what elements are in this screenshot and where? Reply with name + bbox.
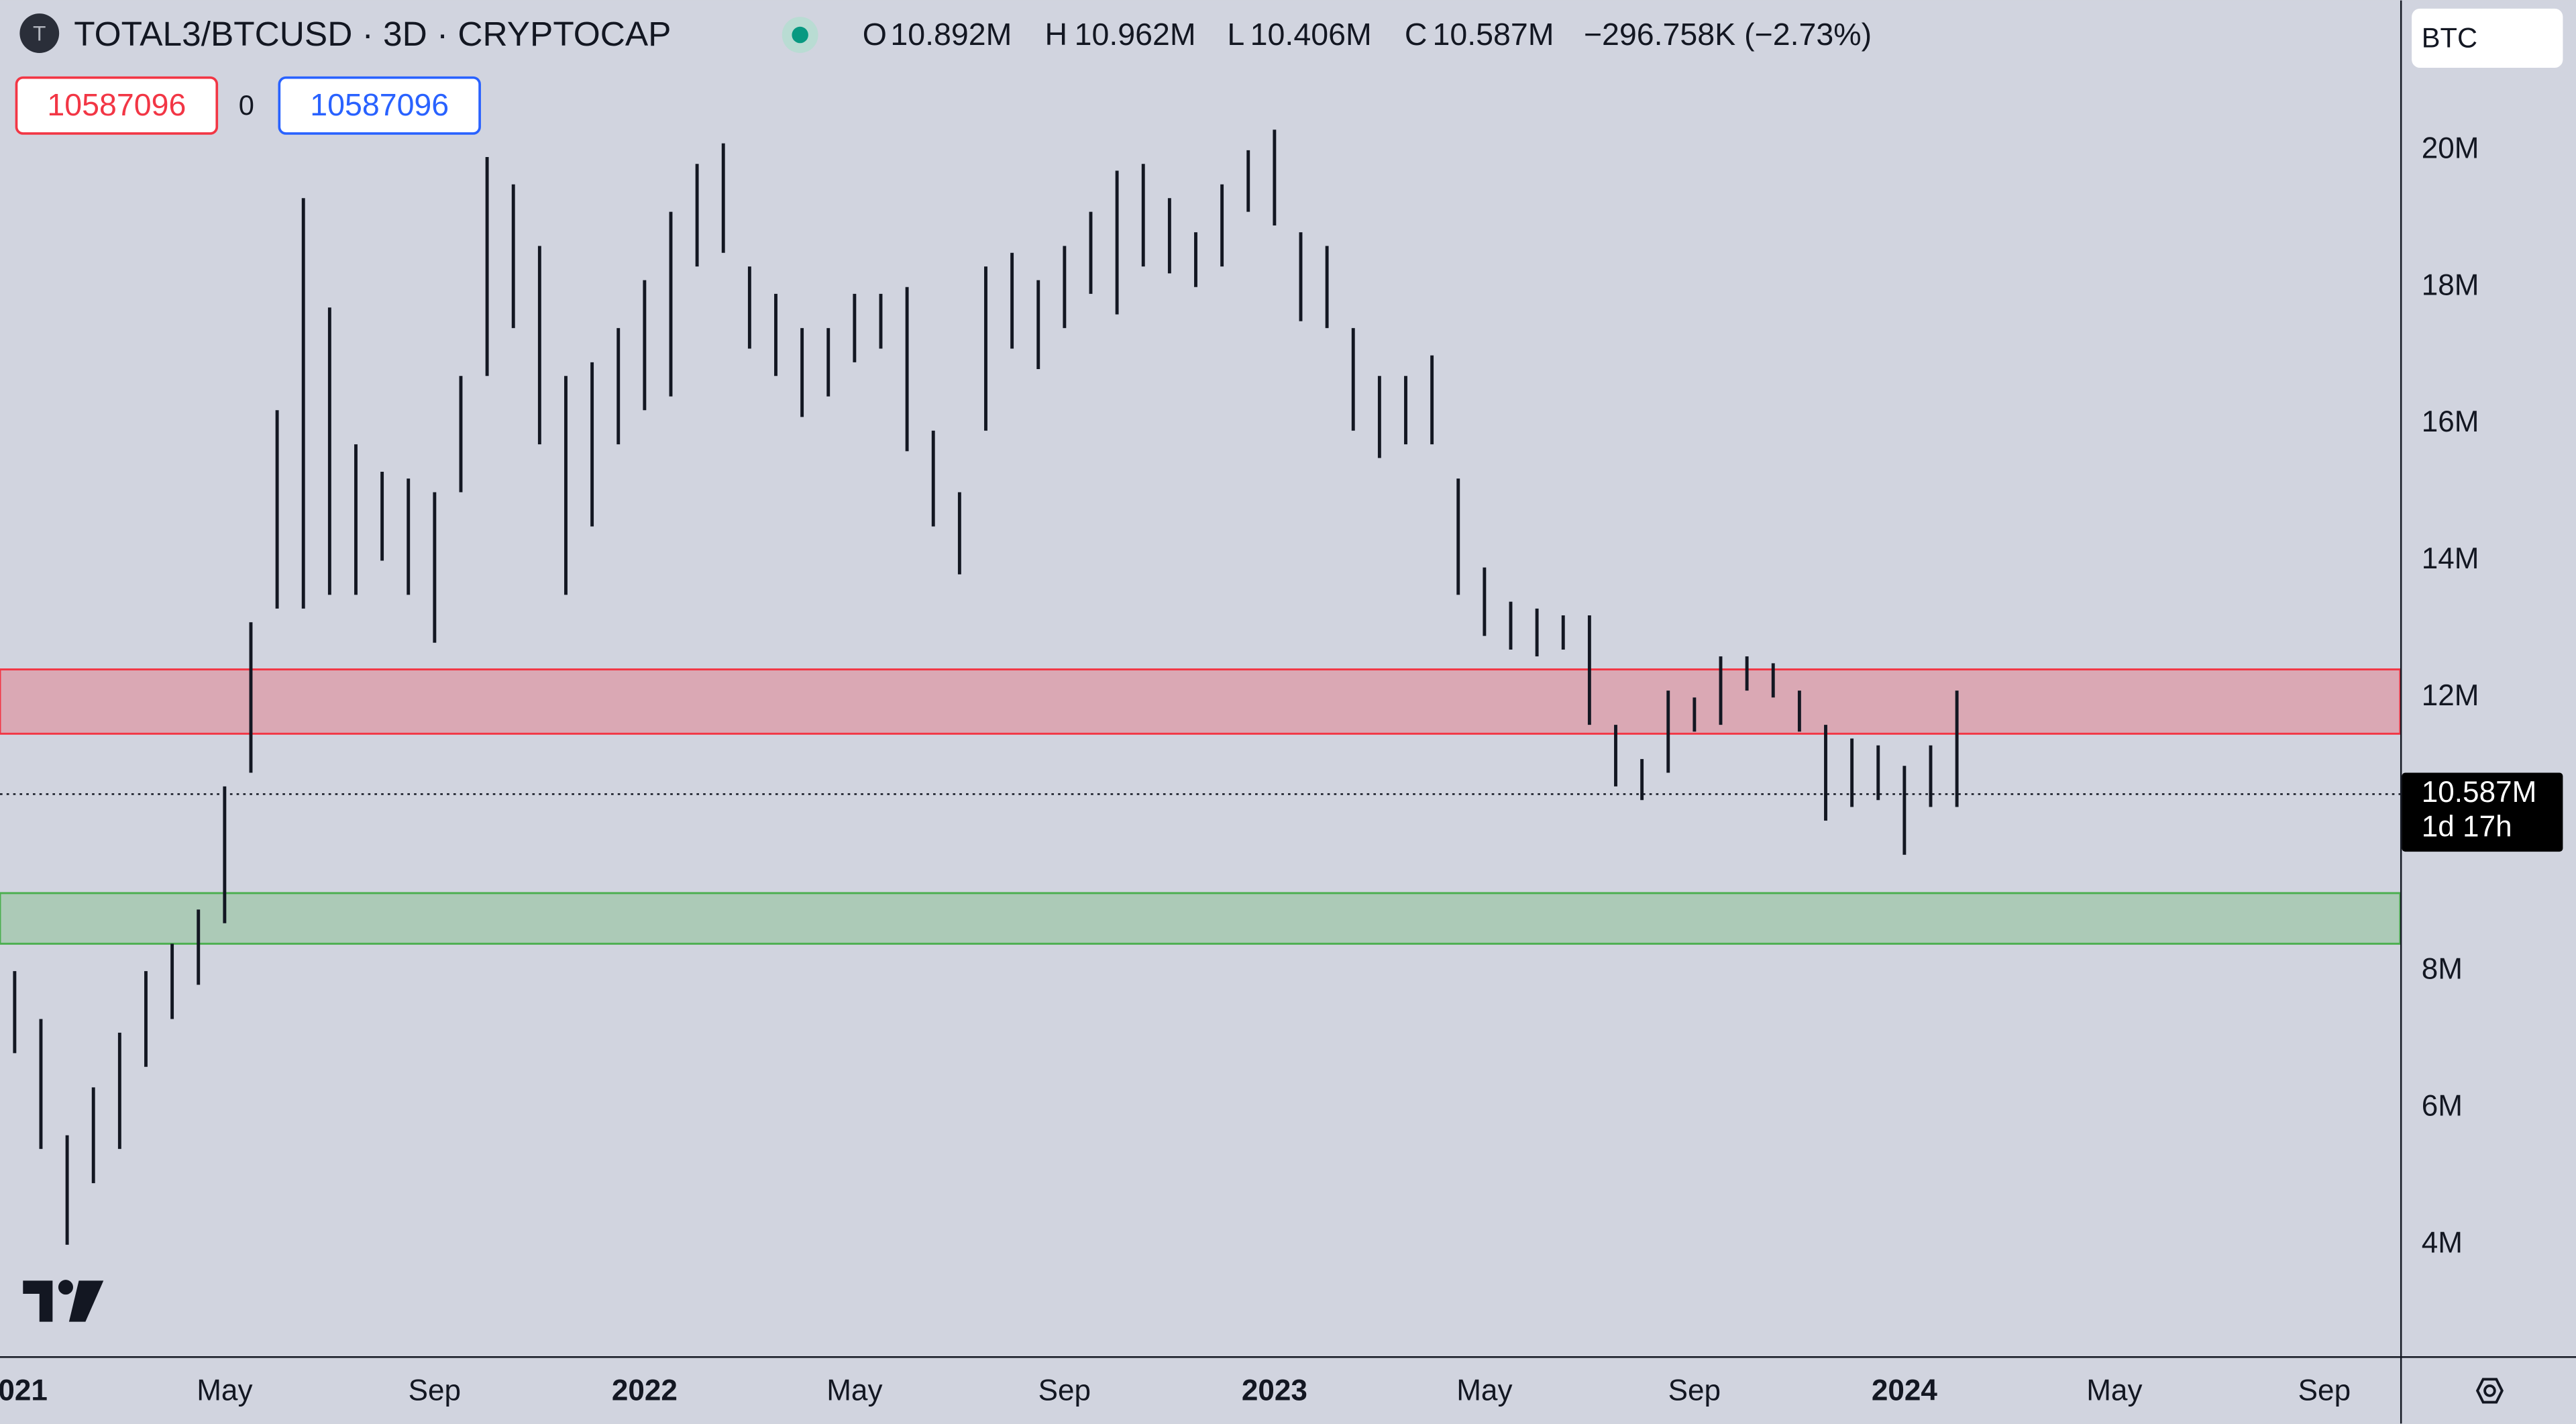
spread: 0 [239,89,254,121]
ohlc-value: 10.406M [1250,17,1372,52]
x-tick-label: Sep [1038,1374,1091,1407]
settings-button[interactable] [2475,1378,2504,1404]
y-tick-label: 18M [2422,268,2479,301]
symbol-title[interactable]: TOTAL3/BTCUSD · 3D · CRYPTOCAP [74,14,671,53]
symbol-logo-letter: T [33,21,46,45]
y-tick-label: 20M [2422,132,2479,164]
zone [0,892,2402,945]
y-tick-label: 6M [2422,1090,2463,1123]
x-tick-label: May [826,1374,882,1407]
settings-dot [2483,1384,2496,1397]
zone [0,668,2402,735]
ohlc-label: C [1405,17,1428,52]
change: −296.758K (−2.73%) [1584,17,1872,52]
last-price-tag [2402,772,2563,852]
logo-part [68,1280,104,1322]
logo[interactable] [23,1280,104,1322]
sell-button[interactable] [15,76,219,135]
ohlc-label: O [863,17,887,52]
buy-price: 10587096 [310,87,449,122]
plot-area [0,130,2402,1245]
currency: BTC [2422,21,2477,53]
ohlc-label: H [1045,17,1068,52]
x-tick-label: May [2086,1374,2142,1407]
market-status-dot [792,26,808,44]
x-tick-label: 2021 [0,1374,48,1407]
x-tick-label: Sep [409,1374,461,1407]
y-tick-label: 8M [2422,953,2463,986]
x-tick-label: Sep [2298,1374,2351,1407]
logo-part [58,1280,73,1295]
y-tick-label: 16M [2422,405,2479,438]
y-tick-label: 12M [2422,679,2479,712]
bar-countdown: 1d 17h [2422,810,2512,843]
currency-button[interactable] [2412,8,2563,68]
ohlc-value: 10.587M [1433,17,1554,52]
x-tick-label: 2022 [612,1374,678,1407]
x-tick-label: 2024 [1872,1374,1938,1407]
x-tick-label: May [1456,1374,1512,1407]
settings-hex [2475,1378,2504,1404]
buy-button[interactable] [278,76,481,135]
x-tick-label: 2023 [1242,1374,1307,1407]
x-tick-label: Sep [1668,1374,1721,1407]
ohlc-value: 10.962M [1075,17,1196,52]
ohlc-value: 10.892M [890,17,1012,52]
last-price-label: 10.587M [2422,776,2537,809]
y-tick-label: 4M [2422,1226,2463,1259]
logo-part [23,1280,53,1322]
symbol-logo[interactable] [19,13,60,53]
sell-price: 10587096 [47,87,186,122]
x-tick-label: May [197,1374,252,1407]
y-tick-label: 14M [2422,542,2479,575]
ohlc-label: L [1227,17,1244,52]
